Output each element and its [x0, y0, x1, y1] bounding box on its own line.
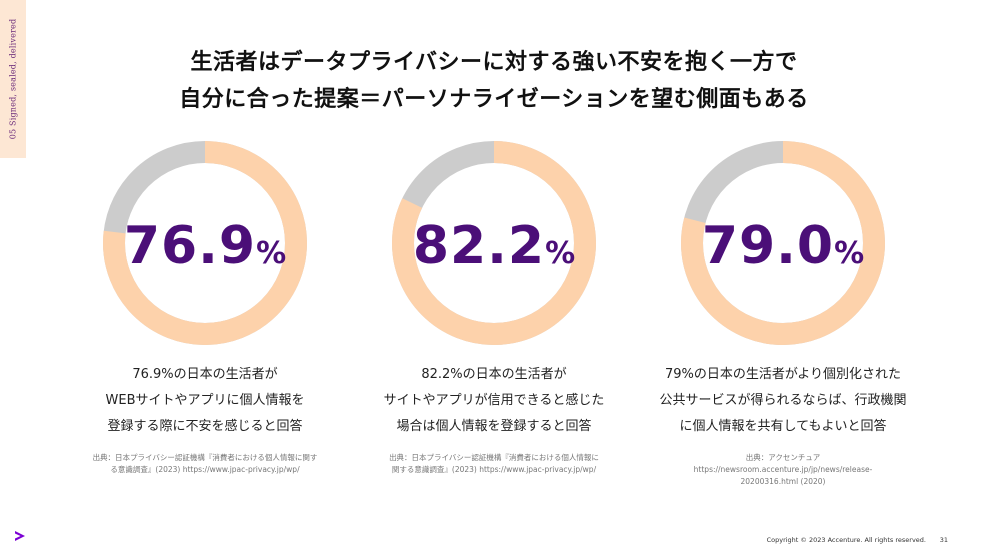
stat-unit-1: %	[256, 236, 287, 271]
donut-svg-3	[681, 141, 885, 345]
stat-desc-line: 76.9%の日本の生活者が	[132, 367, 278, 382]
stat-source-2: 出典：日本プライバシー認証機構『消費者における個人情報に 関する意識調査』(20…	[369, 452, 619, 476]
donut-svg-2	[392, 141, 596, 345]
source-line: https://newsroom.accenture.jp/jp/news/re…	[693, 465, 873, 474]
source-line: 出典：日本プライバシー認証機構『消費者における個人情報に関す	[92, 453, 318, 462]
stat-desc-line: 場合は個人情報を登録すると回答	[396, 419, 592, 434]
donut-chart-3	[680, 140, 886, 346]
stat-source-3: 出典：アクセンチュア https://newsroom.accenture.jp…	[658, 452, 908, 488]
stat-source-1: 出典：日本プライバシー認証機構『消費者における個人情報に関す る意識調査』(20…	[80, 452, 330, 476]
source-line: 関する意識調査』(2023) https://www.jpac-privacy.…	[391, 465, 597, 474]
stat-desc-line: 公共サービスが得られるならば、行政機関	[659, 393, 907, 408]
stat-number-2: 82.2	[412, 216, 546, 276]
source-line: 出典：日本プライバシー認証機構『消費者における個人情報に	[389, 453, 599, 462]
stat-desc-line: サイトやアプリが信用できると感じた	[383, 393, 605, 408]
stat-desc-line: 82.2%の日本の生活者が	[421, 367, 567, 382]
donut-chart-1	[102, 140, 308, 346]
stat-percent-1: 76.9%	[60, 218, 350, 286]
stat-desc-line: に個人情報を共有してもよいと回答	[679, 419, 887, 434]
copyright-notice: Copyright © 2023 Accenture. All rights r…	[766, 536, 926, 544]
section-tab-label: 05 Signed, sealed, delivered	[8, 18, 18, 140]
source-line: る意識調査』(2023) https://www.jpac-privacy.jp…	[110, 465, 300, 474]
stat-desc-line: WEBサイトやアプリに個人情報を	[105, 393, 305, 408]
stat-desc-line: 79%の日本の生活者がより個別化された	[665, 367, 901, 382]
stat-card-2: 82.2% 82.2%の日本の生活者が サイトやアプリが信用できると感じた 場合…	[349, 140, 639, 500]
stat-number-1: 76.9	[123, 216, 257, 276]
stat-percent-3: 79.0%	[638, 218, 928, 286]
stat-card-1: 76.9% 76.9%の日本の生活者が WEBサイトやアプリに個人情報を 登録す…	[60, 140, 350, 500]
stat-unit-3: %	[834, 236, 865, 271]
donut-svg-1	[103, 141, 307, 345]
stat-number-3: 79.0	[701, 216, 835, 276]
donut-value-arc-3	[681, 141, 885, 345]
donut-value-arc-2	[392, 141, 596, 345]
source-line: 出典：アクセンチュア	[745, 453, 821, 462]
headline-line-1: 生活者はデータプライバシーに対する強い不安を抱く一方で	[190, 50, 798, 75]
stat-percent-2: 82.2%	[349, 218, 639, 286]
accenture-logo-icon	[15, 531, 25, 541]
headline-line-2: 自分に合った提案＝パーソナライゼーションを望む側面もある	[179, 87, 809, 112]
stat-unit-2: %	[545, 236, 576, 271]
source-line: 20200316.html (2020)	[740, 477, 826, 486]
section-tab: 05 Signed, sealed, delivered	[0, 0, 26, 158]
stat-card-3: 79.0% 79%の日本の生活者がより個別化された 公共サービスが得られるならば…	[638, 140, 928, 500]
donut-chart-2	[391, 140, 597, 346]
stat-desc-line: 登録する際に不安を感じると回答	[107, 419, 303, 434]
donut-value-arc-1	[103, 141, 307, 345]
page-number: 31	[939, 536, 948, 544]
